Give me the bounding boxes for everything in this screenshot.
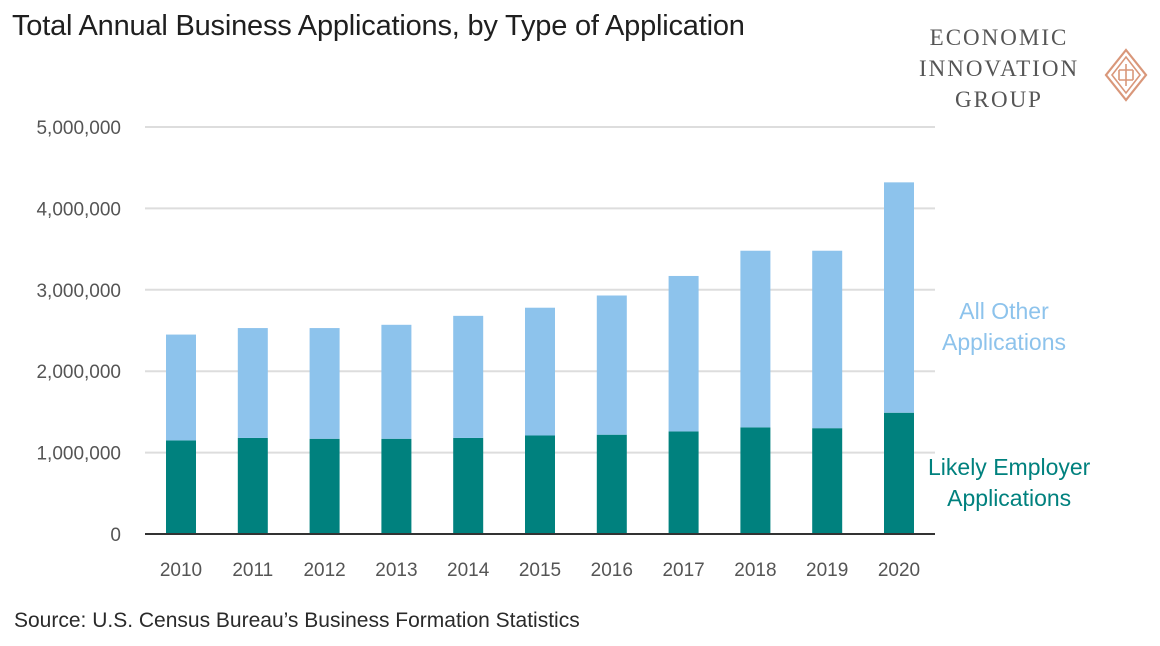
- y-tick-label: 5,000,000: [36, 118, 121, 139]
- all-other-label-line-2: Applications: [942, 329, 1067, 355]
- x-tick-label: 2018: [734, 560, 776, 581]
- x-tick-label: 2013: [375, 560, 417, 581]
- bar-all-other: [668, 275, 699, 432]
- bar-likely-employer: [309, 438, 340, 534]
- bar-likely-employer: [525, 435, 555, 534]
- likely-employer-label-line-1: Likely Employer: [928, 454, 1091, 480]
- all-other-series-label: All Other Applications: [942, 296, 1066, 358]
- bar-all-other: [884, 182, 914, 413]
- x-tick-label: 2014: [447, 560, 490, 581]
- y-tick-label: 0: [110, 525, 121, 546]
- bar-likely-employer: [166, 440, 196, 534]
- x-tick-label: 2016: [591, 560, 633, 581]
- eig-logo: ECONOMIC INNOVATION GROUP: [890, 22, 1155, 122]
- bar-all-other: [453, 315, 484, 438]
- diamond-logo-icon: [1104, 48, 1148, 102]
- bar-likely-employer: [668, 431, 699, 534]
- x-tick-label: 2010: [160, 560, 202, 581]
- source-note: Source: U.S. Census Bureau’s Business Fo…: [14, 609, 580, 632]
- bar-all-other: [381, 324, 412, 439]
- logo-line-3: GROUP: [955, 87, 1043, 112]
- all-other-label-line-1: All Other: [959, 298, 1049, 324]
- bar-all-other: [740, 250, 771, 428]
- y-axis-labels: 0 1,000,000 2,000,000 3,000,000 4,000,000 5,0…: [36, 118, 121, 546]
- bar-likely-employer: [812, 428, 843, 534]
- bar-all-other: [812, 250, 843, 429]
- bar-all-other: [525, 307, 555, 436]
- bar-all-other: [166, 334, 196, 441]
- x-tick-label: 2019: [806, 560, 848, 581]
- y-tick-label: 3,000,000: [36, 281, 121, 302]
- x-tick-label: 2020: [878, 560, 920, 581]
- x-axis-labels: 2010 2011 2012 2013 2014 2015 2016 2017 2018 2019…: [145, 533, 935, 581]
- x-tick-label: 2015: [519, 560, 561, 581]
- y-tick-label: 1,000,000: [36, 444, 121, 465]
- y-tick-label: 2,000,000: [36, 362, 121, 383]
- bars: [166, 182, 914, 534]
- bar-all-other: [596, 295, 627, 435]
- likely-employer-label-line-2: Applications: [947, 485, 1072, 511]
- x-tick-label: 2012: [303, 560, 345, 581]
- x-tick-label: 2011: [232, 560, 273, 581]
- bar-likely-employer: [237, 437, 268, 534]
- likely-employer-series-label: Likely Employer Applications: [928, 452, 1090, 514]
- logo-wordmark: ECONOMIC INNOVATION GROUP: [890, 22, 1108, 115]
- bar-likely-employer: [453, 437, 484, 534]
- chart-title: Total Annual Business Applications, by T…: [12, 10, 745, 42]
- logo-line-2: INNOVATION: [918, 56, 1080, 81]
- logo-line-1: ECONOMIC: [929, 25, 1069, 50]
- y-tick-label: 4,000,000: [36, 199, 121, 220]
- bar-likely-employer: [884, 412, 914, 534]
- bar-likely-employer: [740, 427, 771, 534]
- bar-all-other: [237, 328, 268, 438]
- bar-likely-employer: [381, 438, 412, 534]
- bar-all-other: [309, 328, 340, 439]
- x-tick-label: 2017: [662, 560, 704, 581]
- bar-likely-employer: [596, 434, 627, 534]
